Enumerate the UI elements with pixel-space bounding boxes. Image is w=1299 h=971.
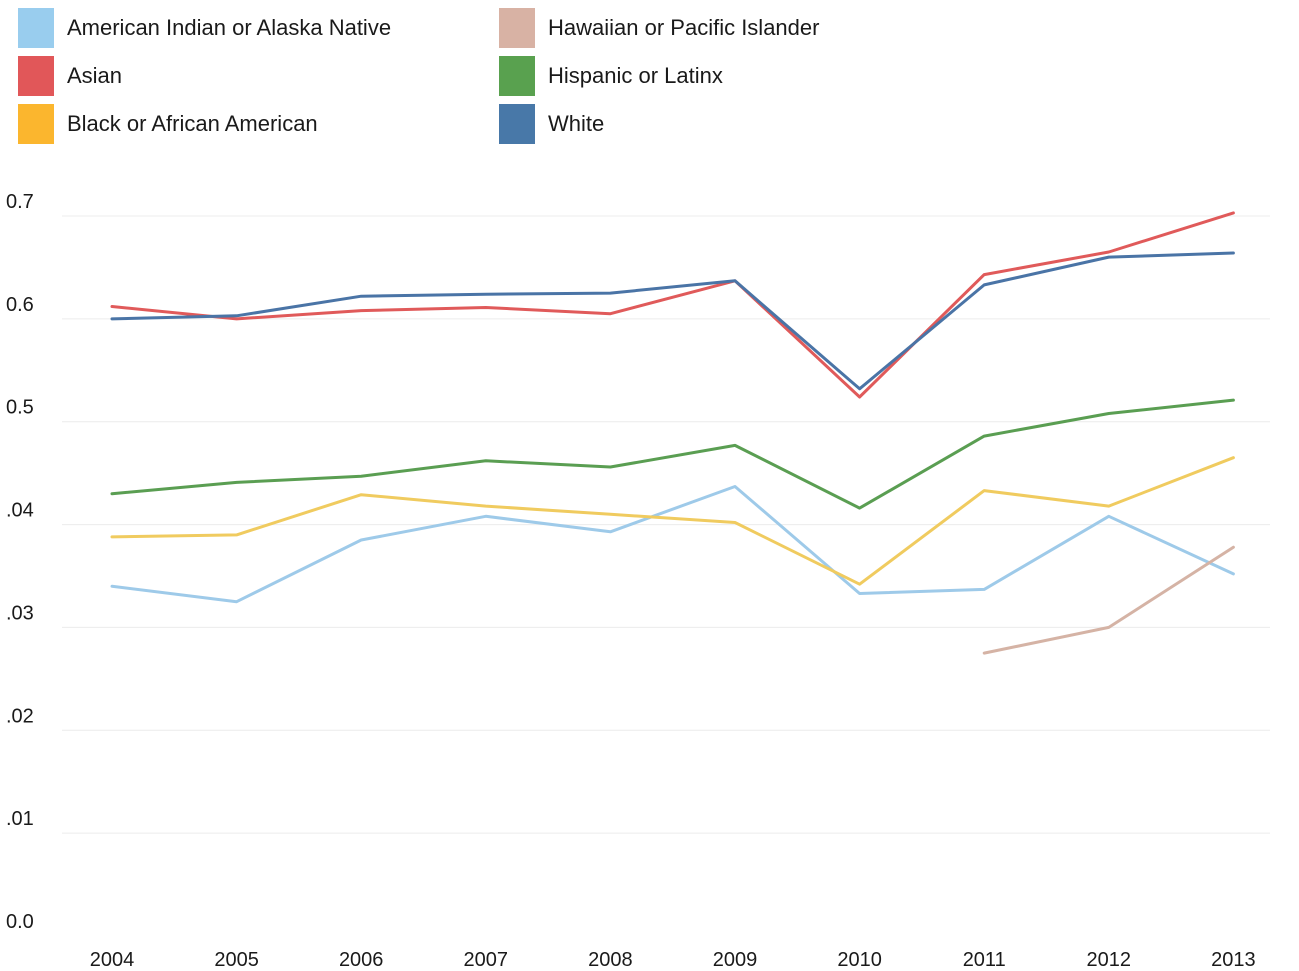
y-tick-label: .02	[6, 705, 34, 727]
y-tick-label: .03	[6, 602, 34, 624]
gridlines	[62, 215, 1270, 834]
legend-label: Hawaiian or Pacific Islander	[548, 15, 820, 40]
legend-swatch	[18, 104, 54, 144]
legend-item-white[interactable]: White	[499, 104, 604, 144]
legend-label: White	[548, 111, 605, 136]
x-tick-label: 2013	[1211, 949, 1256, 971]
legend-item-black-or-african-american[interactable]: Black or African American	[18, 104, 318, 144]
legend-item-asian[interactable]: Asian	[18, 56, 122, 96]
legend-label: American Indian or Alaska Native	[67, 15, 392, 40]
y-tick-label: 0.5	[6, 397, 34, 419]
legend: American Indian or Alaska Native Asian B…	[18, 8, 918, 148]
x-tick-label: 2012	[1087, 949, 1132, 971]
x-tick-label: 2011	[963, 949, 1006, 971]
series-line-asian	[110, 211, 1235, 399]
x-tick-label: 2008	[588, 949, 633, 971]
x-tick-label: 2004	[90, 949, 135, 971]
legend-label: Hispanic or Latinx	[548, 63, 723, 88]
legend-label: Black or African American	[67, 111, 318, 136]
y-tick-label: .01	[6, 808, 34, 830]
y-tick-label: .04	[6, 500, 34, 522]
series-line-american-indian-or-alaska-native	[110, 485, 1235, 604]
legend-item-hispanic-or-latinx[interactable]: Hispanic or Latinx	[499, 56, 723, 96]
legend-item-american-indian-or-alaska-native[interactable]: American Indian or Alaska Native	[18, 8, 391, 48]
y-tick-label: 0.7	[6, 191, 34, 213]
legend-label: Asian	[67, 63, 123, 88]
x-tick-label: 2007	[464, 949, 509, 971]
legend-swatch	[499, 104, 535, 144]
legend-item-hawaiian-or-pacific-islander[interactable]: Hawaiian or Pacific Islander	[499, 8, 819, 48]
y-tick-label: 0.6	[6, 294, 34, 316]
legend-swatch	[18, 8, 54, 48]
series-line-hispanic-or-latinx	[110, 398, 1235, 510]
x-tick-label: 2010	[837, 949, 882, 971]
series-line-white	[110, 251, 1235, 391]
x-axis-ticks: 2004 2005 2006 2007 2008 2009 2010 2011 2012 2013	[90, 949, 1256, 971]
y-tick-label: 0.0	[6, 911, 34, 933]
series-line-hawaiian-or-pacific-islander	[982, 545, 1235, 655]
y-axis-ticks: 0.0 .01 .02 .03 .04 0.5 0.6 0.7	[6, 191, 34, 933]
legend-swatch	[499, 56, 535, 96]
series-lines	[110, 211, 1235, 655]
x-tick-label: 2006	[339, 949, 384, 971]
series-line-black-or-african-american	[110, 456, 1235, 586]
legend-swatch	[18, 56, 54, 96]
x-tick-label: 2009	[713, 949, 758, 971]
x-tick-label: 2005	[214, 949, 259, 971]
legend-swatch	[499, 8, 535, 48]
